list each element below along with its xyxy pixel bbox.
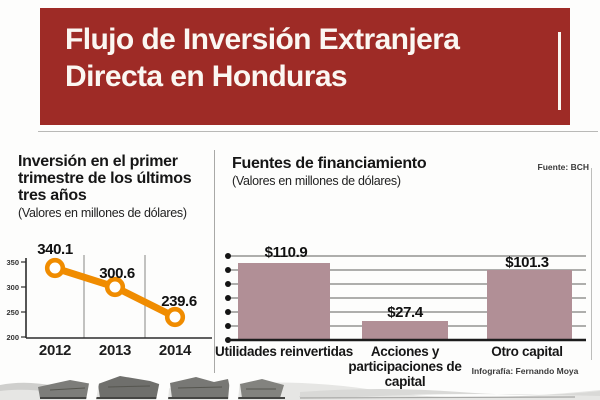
x-axis-label-2013: 2013 bbox=[99, 342, 131, 359]
line-chart: 350 300 250 200 340.1 300.6 239.6 2012 2… bbox=[6, 241, 212, 359]
bar-value-label: $27.4 bbox=[387, 304, 424, 321]
horizontal-separator bbox=[38, 131, 598, 132]
point-value-label: 300.6 bbox=[99, 265, 135, 282]
right-panel-heading: Fuentes de financiamiento (Valores en mi… bbox=[232, 155, 492, 188]
bar-otro-capital bbox=[487, 270, 572, 340]
bar-value-label: $101.3 bbox=[505, 254, 549, 271]
main-title: Flujo de Inversión Extranjera Directa en… bbox=[65, 21, 460, 95]
right-baseline bbox=[299, 396, 576, 399]
bar-category-label: Utilidades reinvertidas bbox=[215, 344, 353, 359]
y-tick-label: 350 bbox=[6, 258, 19, 267]
left-panel-heading: Inversión en el primer trimestre de los … bbox=[18, 153, 208, 220]
main-title-line2: Directa en Honduras bbox=[65, 60, 348, 93]
left-chart-subtitle: (Valores en millones de dólares) bbox=[18, 206, 187, 220]
bar-value-label: $110.9 bbox=[265, 244, 308, 261]
bar-chart: $110.9 $27.4 $101.3 bbox=[225, 244, 586, 343]
y-tick-label: 250 bbox=[6, 308, 19, 317]
torn-money-strip bbox=[0, 376, 600, 400]
x-axis-label-2014: 2014 bbox=[159, 342, 192, 359]
left-chart-title: Inversión en el primer trimestre de los … bbox=[18, 153, 192, 204]
y-tick-label: 300 bbox=[6, 283, 19, 292]
panel-divider bbox=[214, 150, 215, 373]
bar-category-label: Otro capital bbox=[491, 344, 563, 359]
data-point-marker-2014 bbox=[164, 306, 186, 328]
title-banner: Flujo de Inversión Extranjera Directa en… bbox=[40, 8, 570, 125]
bar-acciones-participaciones bbox=[362, 321, 448, 340]
right-wave bbox=[299, 389, 600, 398]
banner-vertical-rule bbox=[558, 32, 561, 110]
right-chart-subtitle: (Valores en millones de dólares) bbox=[232, 174, 401, 188]
point-value-label: 340.1 bbox=[37, 241, 73, 258]
source-label: Fuente: BCH bbox=[537, 162, 589, 172]
right-chart-title: Fuentes de financiamiento bbox=[232, 155, 427, 172]
bar-utilidades-reinvertidas bbox=[238, 263, 330, 340]
point-value-label: 239.6 bbox=[161, 293, 197, 310]
y-tick-label: 200 bbox=[6, 333, 19, 342]
data-point-marker-2012 bbox=[44, 257, 66, 279]
right-panel-border bbox=[591, 168, 592, 360]
bar-category-label: Acciones y participaciones de capital bbox=[348, 344, 462, 389]
gridline-dots bbox=[225, 253, 231, 343]
banknote-fragments bbox=[38, 376, 285, 399]
data-point-marker-2013 bbox=[104, 276, 126, 298]
credit-label: Infografía: Fernando Moya bbox=[471, 366, 579, 376]
x-axis-label-2012: 2012 bbox=[39, 342, 71, 359]
main-title-line1: Flujo de Inversión Extranjera bbox=[65, 23, 460, 56]
torn-slashes bbox=[86, 377, 240, 400]
